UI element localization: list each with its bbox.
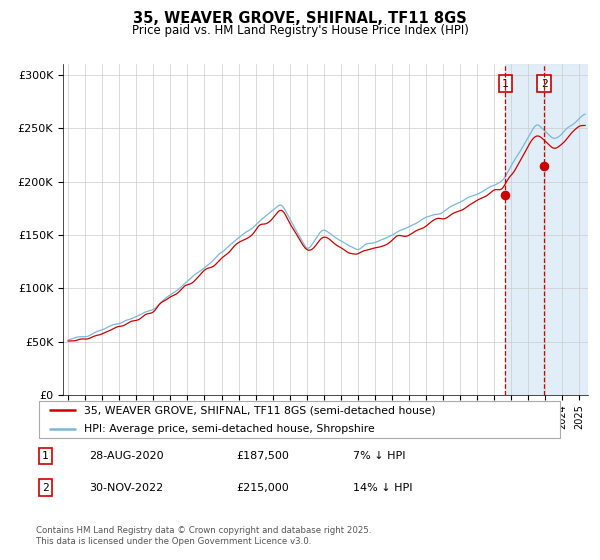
Text: 1: 1 [42, 451, 49, 461]
Text: 14% ↓ HPI: 14% ↓ HPI [353, 483, 412, 493]
Text: 2: 2 [42, 483, 49, 493]
Text: Contains HM Land Registry data © Crown copyright and database right 2025.
This d: Contains HM Land Registry data © Crown c… [36, 526, 371, 546]
Text: HPI: Average price, semi-detached house, Shropshire: HPI: Average price, semi-detached house,… [83, 424, 374, 433]
Text: Price paid vs. HM Land Registry's House Price Index (HPI): Price paid vs. HM Land Registry's House … [131, 24, 469, 36]
Text: £215,000: £215,000 [236, 483, 289, 493]
Point [539, 161, 549, 170]
Text: 2: 2 [541, 78, 547, 88]
Text: 35, WEAVER GROVE, SHIFNAL, TF11 8GS (semi-detached house): 35, WEAVER GROVE, SHIFNAL, TF11 8GS (sem… [83, 405, 435, 415]
Point [500, 190, 510, 199]
Text: £187,500: £187,500 [236, 451, 290, 461]
Bar [505, 64, 588, 395]
Text: 1: 1 [502, 78, 509, 88]
FancyBboxPatch shape [38, 401, 560, 438]
Text: 7% ↓ HPI: 7% ↓ HPI [353, 451, 406, 461]
Text: 35, WEAVER GROVE, SHIFNAL, TF11 8GS: 35, WEAVER GROVE, SHIFNAL, TF11 8GS [133, 11, 467, 26]
Text: 30-NOV-2022: 30-NOV-2022 [89, 483, 163, 493]
Text: 28-AUG-2020: 28-AUG-2020 [89, 451, 163, 461]
